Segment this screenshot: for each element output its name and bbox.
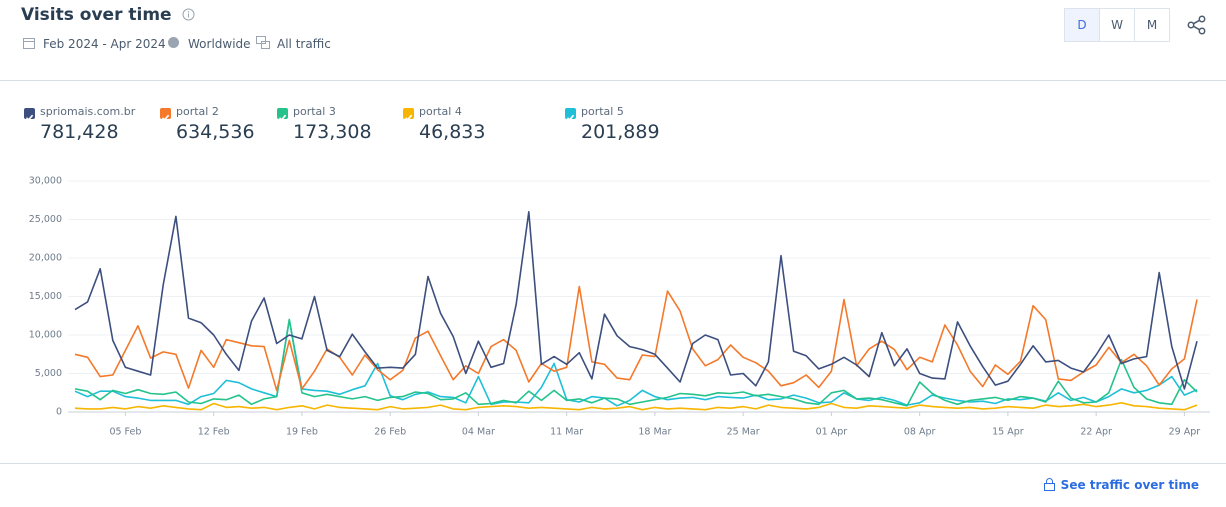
traffic: All traffic xyxy=(277,37,331,51)
see-traffic-link[interactable]: See traffic over time xyxy=(1043,478,1199,492)
series-line xyxy=(74,285,1198,392)
granularity-button[interactable]: D xyxy=(1064,8,1100,42)
legend-checkbox[interactable] xyxy=(403,108,414,121)
legend-item[interactable]: spriomais.com.br 781,428 xyxy=(24,105,135,143)
legend-item[interactable]: portal 5 201,889 xyxy=(565,105,660,143)
x-tick-label: 25 Mar xyxy=(727,427,760,438)
globe-icon xyxy=(168,37,179,48)
calendar-icon xyxy=(23,38,35,49)
series-line xyxy=(74,402,1198,411)
legend-name: spriomais.com.br xyxy=(40,105,136,118)
x-tick-label: 19 Feb xyxy=(286,427,318,438)
granularity-button[interactable]: M xyxy=(1134,8,1170,42)
x-tick-label: 15 Apr xyxy=(992,427,1024,438)
check xyxy=(404,114,413,121)
y-tick-label: 25,000 xyxy=(29,214,62,225)
legend-total: 634,536 xyxy=(176,121,255,143)
legend-checkbox[interactable] xyxy=(277,108,288,121)
y-tick-label: 30,000 xyxy=(29,176,62,187)
legend-name: portal 3 xyxy=(293,105,336,118)
legend-checkbox[interactable] xyxy=(565,108,576,121)
y-tick-label: 5,000 xyxy=(35,368,62,379)
legend-name: portal 2 xyxy=(176,105,219,118)
x-tick-label: 29 Apr xyxy=(1169,427,1201,438)
traffic-icon xyxy=(256,36,270,49)
legend-name: portal 4 xyxy=(419,105,462,118)
series-line xyxy=(74,211,1198,390)
check xyxy=(25,114,34,121)
x-tick-label: 08 Apr xyxy=(904,427,936,438)
x-tick-label: 05 Feb xyxy=(109,427,141,438)
x-tick-label: 26 Feb xyxy=(374,427,406,438)
legend-item[interactable]: portal 4 46,833 xyxy=(403,105,485,143)
legend-item[interactable]: portal 2 634,536 xyxy=(160,105,255,143)
check xyxy=(161,114,170,121)
divider xyxy=(0,463,1226,464)
link-text[interactable]: See traffic over time xyxy=(1060,478,1199,492)
legend-total: 201,889 xyxy=(581,121,660,143)
region: Worldwide xyxy=(188,37,251,51)
x-tick-label: 12 Feb xyxy=(198,427,230,438)
share-icon[interactable] xyxy=(1187,15,1207,35)
y-tick-label: 0 xyxy=(56,407,62,418)
chart: 0 5,000 10,000 15,000 20,000 25,000 30,000 05 F… xyxy=(29,176,1210,438)
x-tick-label: 11 Mar xyxy=(550,427,583,438)
x-tick-label: 04 Mar xyxy=(462,427,495,438)
legend-checkbox[interactable] xyxy=(24,108,35,121)
divider xyxy=(0,80,1226,81)
y-tick-label: 20,000 xyxy=(29,253,62,264)
legend-item[interactable]: portal 3 173,308 xyxy=(277,105,372,143)
date-range: Feb 2024 - Apr 2024 xyxy=(43,37,166,51)
legend-total: 781,428 xyxy=(40,121,119,143)
x-tick-label: 22 Apr xyxy=(1080,427,1112,438)
y-tick-label: 15,000 xyxy=(29,291,62,302)
info-icon[interactable] xyxy=(182,8,195,21)
x-tick-label: 01 Apr xyxy=(816,427,848,438)
title: Visits over time xyxy=(21,5,195,25)
check xyxy=(278,114,287,121)
legend-name: portal 5 xyxy=(581,105,624,118)
legend-checkbox[interactable] xyxy=(160,108,171,121)
lock-icon xyxy=(1043,478,1055,491)
series-line xyxy=(74,318,1198,407)
check xyxy=(566,114,575,121)
title-text: Visits over time xyxy=(21,5,172,25)
series-line xyxy=(74,318,1198,407)
x-tick-label: 18 Mar xyxy=(638,427,671,438)
y-tick-label: 10,000 xyxy=(29,330,62,341)
granularity-button[interactable]: W xyxy=(1099,8,1135,42)
legend-total: 46,833 xyxy=(419,121,486,143)
legend-total: 173,308 xyxy=(293,121,372,143)
